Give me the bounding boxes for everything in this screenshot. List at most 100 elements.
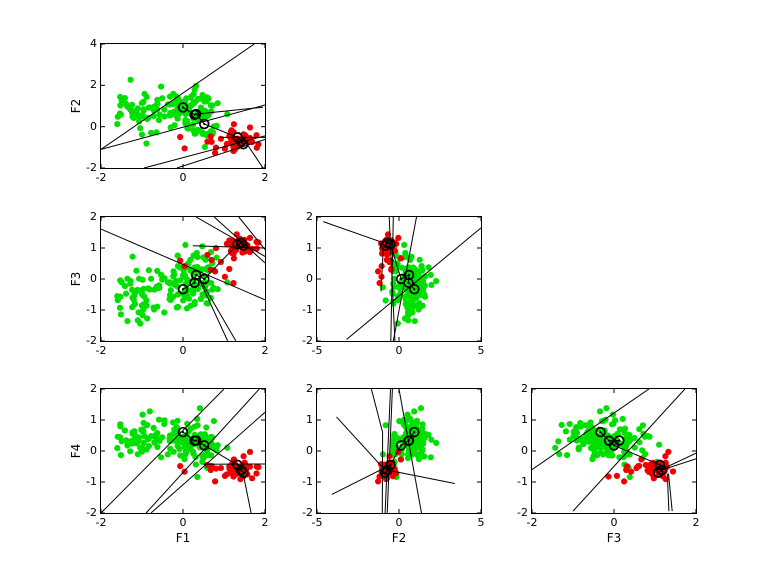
scatter-point-green bbox=[161, 113, 168, 120]
scatter-point-red bbox=[230, 255, 237, 262]
scatter-point-green bbox=[425, 431, 432, 438]
prototype-marker-center-dot bbox=[203, 277, 206, 281]
scatter-point-green bbox=[117, 111, 124, 118]
prototype-marker-center-dot bbox=[407, 281, 410, 284]
scatter-point-green bbox=[173, 304, 180, 311]
scatter-point-green bbox=[197, 104, 204, 111]
scatter-point-red bbox=[665, 448, 672, 455]
y-tick-label: 2 bbox=[90, 382, 97, 395]
scatter-point-green bbox=[117, 452, 124, 459]
scatter-point-green bbox=[208, 280, 215, 287]
scatter-point-green bbox=[154, 106, 161, 113]
scatter-point-red bbox=[207, 133, 214, 140]
prototype-marker bbox=[379, 467, 391, 478]
scatter-point-green bbox=[405, 264, 412, 271]
scatter-point-green bbox=[161, 417, 168, 424]
scatter-point-green bbox=[415, 456, 423, 463]
scatter-point-green bbox=[214, 100, 221, 107]
scatter-point-red bbox=[207, 466, 214, 474]
scatter-point-red bbox=[613, 472, 620, 479]
prototype-marker bbox=[190, 108, 202, 120]
scatter-point-red bbox=[230, 473, 237, 480]
prototype-marker-center-dot bbox=[400, 277, 403, 281]
scatter-point-green bbox=[151, 306, 158, 313]
prototype-marker-center-dot bbox=[608, 439, 611, 442]
scatter-point-green bbox=[631, 435, 638, 442]
y-tick-label: 0 bbox=[90, 272, 97, 285]
scatter-point-green bbox=[201, 143, 208, 151]
scatter-point-green bbox=[407, 415, 414, 423]
scatter-point-green bbox=[144, 116, 151, 123]
scatter-point-green bbox=[143, 302, 150, 309]
scatter-point-green bbox=[642, 450, 649, 457]
prototype-marker bbox=[595, 426, 606, 438]
scatter-point-green bbox=[401, 315, 409, 322]
scatter-point-green bbox=[412, 445, 419, 452]
prototype-marker-center-dot bbox=[242, 471, 245, 474]
scatter-point-green bbox=[166, 435, 173, 443]
scatter-point-red bbox=[375, 478, 382, 485]
scatter-point-green bbox=[596, 408, 604, 415]
scatter-point-green bbox=[419, 266, 426, 273]
x-tick-label: 5 bbox=[477, 516, 485, 529]
prototype-marker-center-dot bbox=[612, 444, 616, 447]
scatter-point-green bbox=[403, 292, 410, 299]
scatter-point-green bbox=[224, 444, 231, 451]
scatter-point-green bbox=[159, 95, 166, 102]
scatter-point-green bbox=[199, 458, 206, 465]
scatter-point-green bbox=[158, 83, 165, 90]
boundary-line bbox=[532, 389, 650, 471]
scatter-point-green bbox=[194, 473, 201, 481]
scatter-point-green bbox=[140, 107, 147, 114]
y-tick-label: 1 bbox=[521, 413, 528, 426]
scatter-point-green bbox=[396, 285, 403, 292]
scatter-point-green bbox=[154, 430, 161, 437]
scatter-point-green bbox=[121, 427, 128, 434]
scatter-point-green bbox=[167, 279, 174, 286]
scatter-point-green bbox=[558, 421, 565, 429]
boundary-line bbox=[384, 389, 391, 513]
prototype-marker bbox=[235, 136, 247, 147]
subplot-F4-vs-F1: -2 0 2 -2 -1 0 1 2 F1 F4 bbox=[69, 382, 269, 545]
scatter-point-green bbox=[552, 444, 559, 451]
scatter-point-green bbox=[415, 292, 423, 299]
scatter-point-green bbox=[409, 297, 416, 304]
scatter-point-green bbox=[187, 426, 194, 433]
y-tick-label: 4 bbox=[90, 37, 97, 50]
prototype-marker bbox=[409, 426, 420, 438]
scatter-point-green bbox=[131, 428, 138, 435]
boundary-line bbox=[101, 104, 265, 150]
boundary-line bbox=[101, 389, 225, 513]
scatter-point-green bbox=[161, 106, 168, 113]
y-tick-label: 0 bbox=[306, 272, 313, 285]
scatter-point-red bbox=[628, 468, 635, 475]
boundary-line bbox=[192, 245, 265, 249]
prototype-marker-center-dot bbox=[195, 273, 198, 277]
scatter-point-red bbox=[228, 466, 236, 474]
prototype-marker bbox=[653, 467, 664, 478]
scatter-point-green bbox=[140, 98, 147, 105]
scatter-point-green bbox=[129, 109, 136, 117]
scatter-point-green bbox=[427, 271, 434, 278]
scatter-point-green bbox=[210, 418, 217, 425]
y-tick-label: 1 bbox=[306, 241, 313, 254]
prototype-marker bbox=[379, 240, 391, 251]
scatter-point-green bbox=[133, 267, 140, 274]
scatter-point-green bbox=[405, 451, 412, 458]
scatter-point-green bbox=[148, 129, 155, 136]
scatter-point-green bbox=[413, 451, 420, 458]
scatter-point-green bbox=[645, 433, 652, 440]
scatter-point-green bbox=[127, 439, 134, 447]
scatter-point-green bbox=[136, 118, 143, 125]
scatter-point-green bbox=[582, 433, 589, 440]
scatter-point-green bbox=[192, 461, 199, 468]
prototype-marker-center-dot bbox=[657, 471, 660, 474]
x-axis-label: F3 bbox=[606, 531, 622, 545]
scatter-point-green bbox=[619, 415, 626, 423]
prototype-marker bbox=[238, 240, 249, 251]
x-axis-label: F1 bbox=[175, 531, 191, 545]
scatter-point-green bbox=[428, 436, 435, 443]
scatter-point-green bbox=[207, 128, 215, 135]
scatter-point-red bbox=[212, 478, 219, 485]
scatter-point-green bbox=[639, 422, 646, 429]
